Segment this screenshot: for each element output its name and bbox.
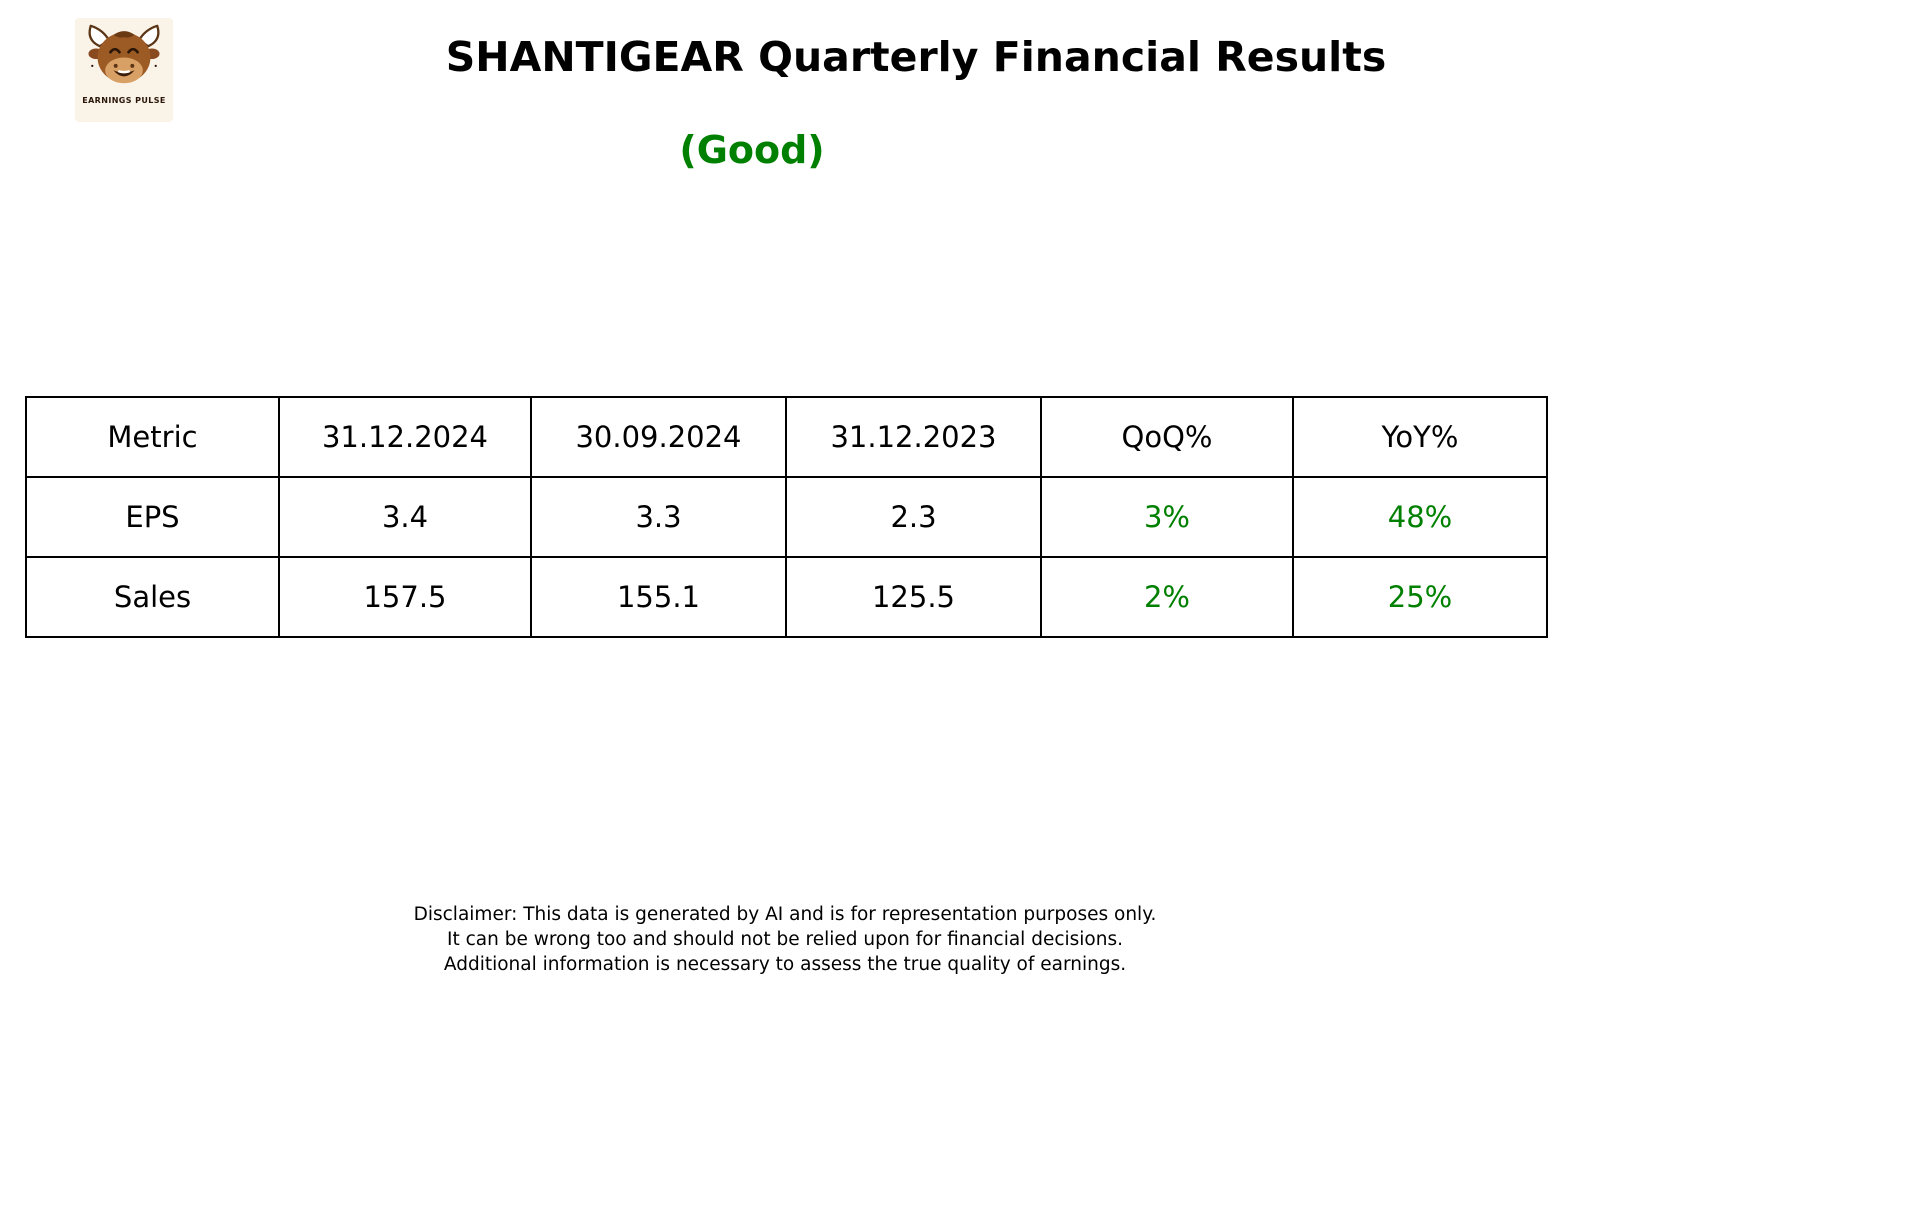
table-row-eps: EPS 3.4 3.3 2.3 3% 48% [25, 476, 1548, 558]
page-title: SHANTIGEAR Quarterly Financial Results [445, 33, 1387, 81]
col-header-metric: Metric [25, 396, 280, 478]
earnings-pulse-logo: EARNINGS PULSE [75, 18, 173, 122]
disclaimer-line: Additional information is necessary to a… [443, 954, 1127, 975]
col-header-period-2: 30.09.2024 [530, 396, 787, 478]
disclaimer-line: It can be wrong too and should not be re… [447, 929, 1123, 950]
table-cell-qoq: 3% [1040, 476, 1294, 558]
col-header-period-3: 31.12.2023 [785, 396, 1042, 478]
disclaimer-line: Disclaimer: This data is generated by AI… [413, 904, 1157, 925]
col-header-period-1: 31.12.2024 [278, 396, 532, 478]
table-cell: 3.3 [530, 476, 787, 558]
table-cell: 125.5 [785, 556, 1042, 638]
bull-icon [85, 22, 163, 94]
table-row-sales: Sales 157.5 155.1 125.5 2% 25% [25, 556, 1548, 638]
table-cell-qoq: 2% [1040, 556, 1294, 638]
table-cell: Sales [25, 556, 280, 638]
table-cell: 157.5 [278, 556, 532, 638]
table-cell: 3.4 [278, 476, 532, 558]
quality-verdict: (Good) [679, 128, 825, 172]
table-cell: 2.3 [785, 476, 1042, 558]
table-cell: EPS [25, 476, 280, 558]
table-header-row: Metric 31.12.2024 30.09.2024 31.12.2023 … [25, 396, 1548, 478]
logo-caption: EARNINGS PULSE [82, 96, 166, 105]
table-cell: 155.1 [530, 556, 787, 638]
financial-results-table: Metric 31.12.2024 30.09.2024 31.12.2023 … [25, 396, 1548, 638]
table-cell-yoy: 48% [1292, 476, 1548, 558]
col-header-yoy: YoY% [1292, 396, 1548, 478]
disclaimer: Disclaimer: This data is generated by AI… [414, 902, 1157, 977]
col-header-qoq: QoQ% [1040, 396, 1294, 478]
table-cell-yoy: 25% [1292, 556, 1548, 638]
